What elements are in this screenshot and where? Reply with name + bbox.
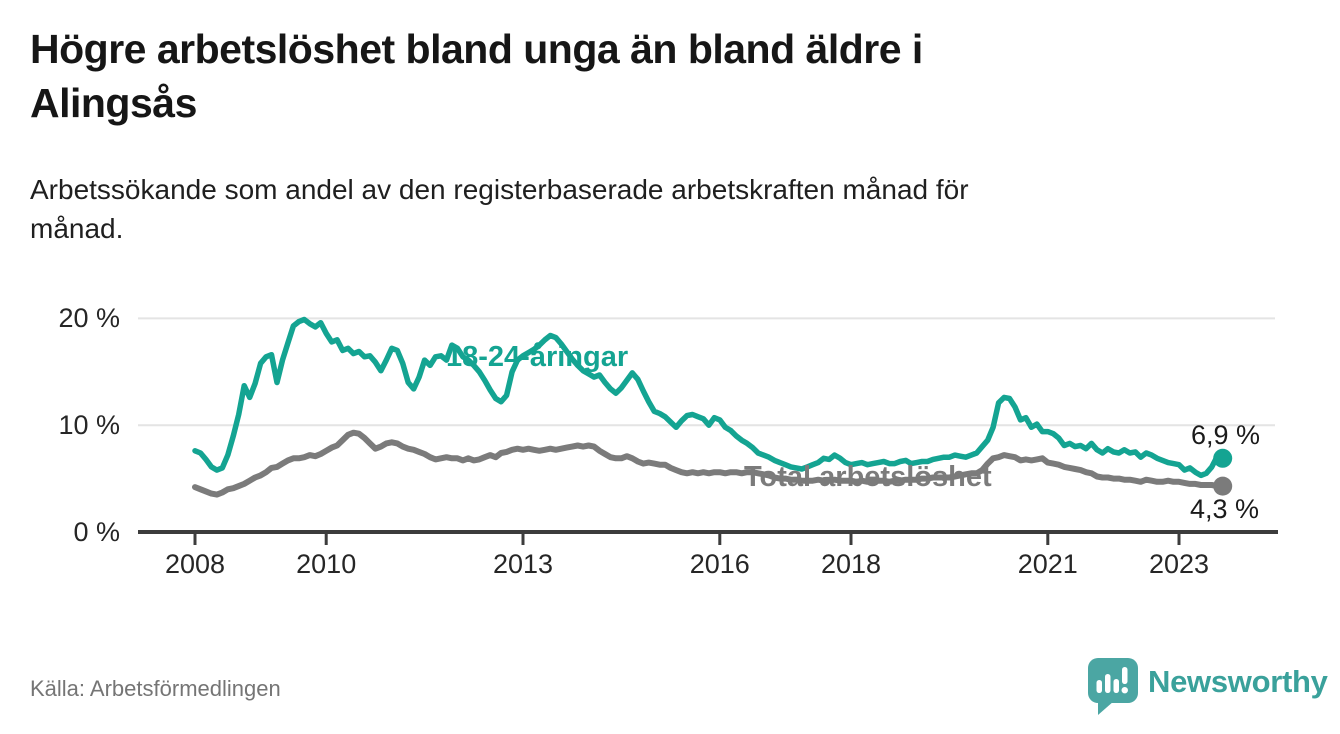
source-attribution: Källa: Arbetsförmedlingen — [30, 676, 281, 701]
x-axis-label-2018: 2018 — [820, 549, 882, 579]
bar-chart-speech-bubble-icon — [1088, 658, 1138, 715]
end-value-label-total: 4,3 % — [1190, 494, 1260, 524]
end-value-label-youth: 6,9 % — [1191, 420, 1261, 450]
x-axis-label-2013: 2013 — [492, 549, 554, 579]
x-axis-ticks — [193, 532, 1181, 545]
y-axis-label-20: 20 % — [58, 303, 120, 334]
page-title-line-1: Högre arbetslöshet bland unga än bland ä… — [30, 26, 923, 72]
line-youth — [192, 316, 1226, 479]
end-dot-youth — [1213, 448, 1233, 468]
series-label-youth: 18-24-åringar — [446, 341, 629, 373]
page-title-line-2: Alingsås — [30, 80, 197, 126]
x-axis-label-2008: 2008 — [164, 549, 226, 579]
series-end-dots — [1213, 448, 1233, 496]
series-lines — [192, 316, 1226, 498]
x-axis-label-2021: 2021 — [1017, 549, 1078, 579]
y-axis-label-0: 0 % — [73, 517, 120, 547]
brand-name: Newsworthy — [1148, 664, 1328, 699]
gridlines — [138, 317, 1275, 427]
x-axis-label-2016: 2016 — [689, 549, 750, 579]
chart-subtitle-line-1: Arbetssökande som andel av den registerb… — [30, 174, 969, 205]
page-title: Högre arbetslöshet bland unga än bland ä… — [30, 22, 1320, 130]
chart-subtitle: Arbetssökande som andel av den registerb… — [30, 170, 1320, 248]
line-total — [192, 429, 1226, 498]
chart-subtitle-line-2: månad. — [30, 213, 124, 244]
x-axis-label-2023: 2023 — [1148, 549, 1210, 579]
series-label-total: Total arbetslöshet — [744, 461, 992, 493]
end-dot-total — [1213, 476, 1233, 496]
x-axis-label-2010: 2010 — [296, 549, 357, 579]
y-axis-label-10: 10 % — [58, 410, 120, 441]
